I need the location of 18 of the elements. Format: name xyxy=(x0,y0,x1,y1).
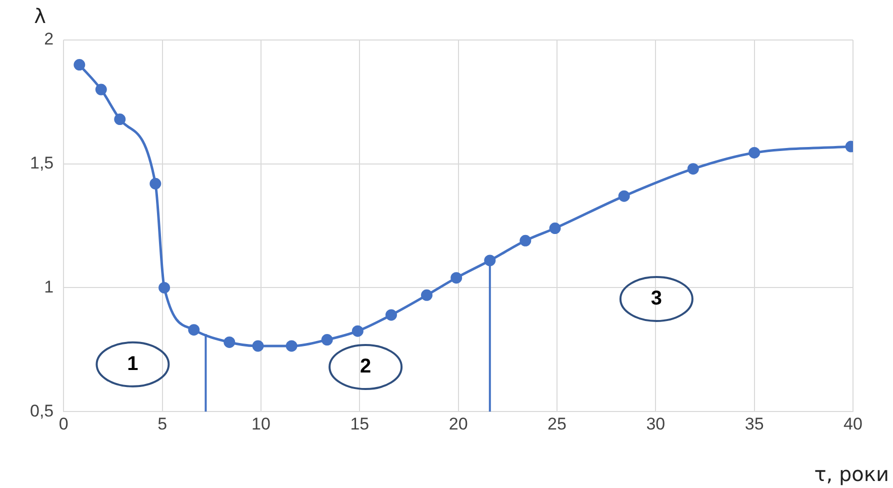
x-tick-label: 20 xyxy=(448,414,468,434)
annotation: 3 xyxy=(650,288,662,310)
x-tick-label: 15 xyxy=(350,414,370,434)
annotation: 2 xyxy=(360,356,372,378)
x-axis-title: τ, роки xyxy=(814,462,889,486)
y-tick-label: 2 xyxy=(44,30,54,49)
annotation: 1 xyxy=(127,352,138,375)
y-tick-label: 0,5 xyxy=(30,401,54,420)
y-tick-label: 1,5 xyxy=(30,154,54,173)
y-axis-title: λ xyxy=(34,4,46,28)
x-tick-label: 10 xyxy=(252,414,270,434)
x-tick-label: 0 xyxy=(58,414,68,434)
y-tick-label: 1 xyxy=(44,277,54,296)
x-tick-label: 35 xyxy=(744,414,764,434)
x-tick-label: 40 xyxy=(844,414,862,434)
x-tick-label: 30 xyxy=(646,414,666,434)
x-tick-label: 5 xyxy=(158,414,168,434)
x-tick-label: 25 xyxy=(548,414,566,434)
